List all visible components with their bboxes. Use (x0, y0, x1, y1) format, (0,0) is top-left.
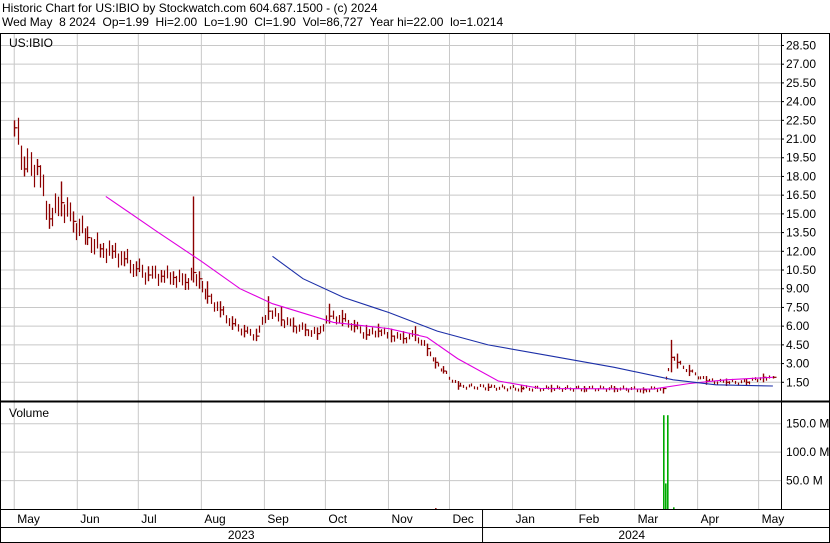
month-tick-label: May (762, 512, 785, 526)
price-tick-label: 1.50 (786, 375, 810, 389)
header-quote: Wed May 8 2024 Op=1.99 Hi=2.00 Lo=1.90 C… (2, 15, 504, 29)
moving-averages (105, 195, 773, 390)
volume-tick-label: 50.0 M (786, 474, 823, 488)
price-tick-label: 12.00 (786, 244, 816, 258)
volume-tick-label: 150.0 M (786, 417, 829, 431)
month-tick-label: Jul (141, 512, 156, 526)
month-tick-label: Nov (391, 512, 412, 526)
month-tick-label: Jan (516, 512, 535, 526)
volume-bar (665, 483, 667, 509)
volume-bar (673, 507, 675, 509)
price-tick-label: 21.00 (786, 132, 816, 146)
month-tick-label: Aug (204, 512, 225, 526)
volume-bar (663, 415, 665, 509)
month-tick-label: Sep (267, 512, 289, 526)
price-tick-label: 9.00 (786, 282, 810, 296)
price-tick-label: 22.50 (786, 113, 816, 127)
price-tick-label: 18.00 (786, 169, 816, 183)
price-tick-label: 28.50 (786, 38, 816, 52)
year-label: 2023 (228, 528, 255, 542)
volume-bars (435, 415, 675, 509)
axis-labels: 28.50 27.00 25.50 24.00 22.50 21.00 19.50 18.00… (17, 38, 829, 542)
price-tick-label: 7.50 (786, 300, 810, 314)
volume-bar (667, 415, 669, 509)
price-tick-label: 15.00 (786, 207, 816, 221)
chart-frames (0, 33, 830, 543)
month-tick-label: Apr (701, 512, 720, 526)
price-tick-label: 13.50 (786, 226, 816, 240)
volume-bar (435, 508, 437, 509)
outer-frame (0, 33, 830, 543)
month-tick-label: Mar (638, 512, 659, 526)
price-tick-label: 3.00 (786, 357, 810, 371)
ma-long-line (272, 255, 773, 387)
month-tick-label: Feb (579, 512, 600, 526)
price-tick-label: 27.00 (786, 57, 816, 71)
price-bars (13, 117, 777, 394)
volume-panel-title: Volume (9, 406, 49, 420)
year-label: 2024 (618, 528, 645, 542)
price-tick-label: 19.50 (786, 151, 816, 165)
price-tick-label: 25.50 (786, 76, 816, 90)
price-tick-label: 4.50 (786, 338, 810, 352)
price-tick-label: 16.50 (786, 188, 816, 202)
price-tick-label: 6.00 (786, 319, 810, 333)
month-tick-label: May (17, 512, 40, 526)
grid-lines (0, 33, 781, 509)
month-tick-label: Dec (452, 512, 473, 526)
month-tick-label: Jun (80, 512, 99, 526)
price-tick-label: 10.50 (786, 263, 816, 277)
header-title: Historic Chart for US:IBIO by Stockwatch… (2, 1, 378, 15)
month-tick-label: Oct (328, 512, 347, 526)
ma-short-line (105, 195, 773, 390)
price-panel-title: US:IBIO (9, 36, 53, 50)
volume-tick-label: 100.0 M (786, 445, 829, 459)
price-tick-label: 24.00 (786, 95, 816, 109)
